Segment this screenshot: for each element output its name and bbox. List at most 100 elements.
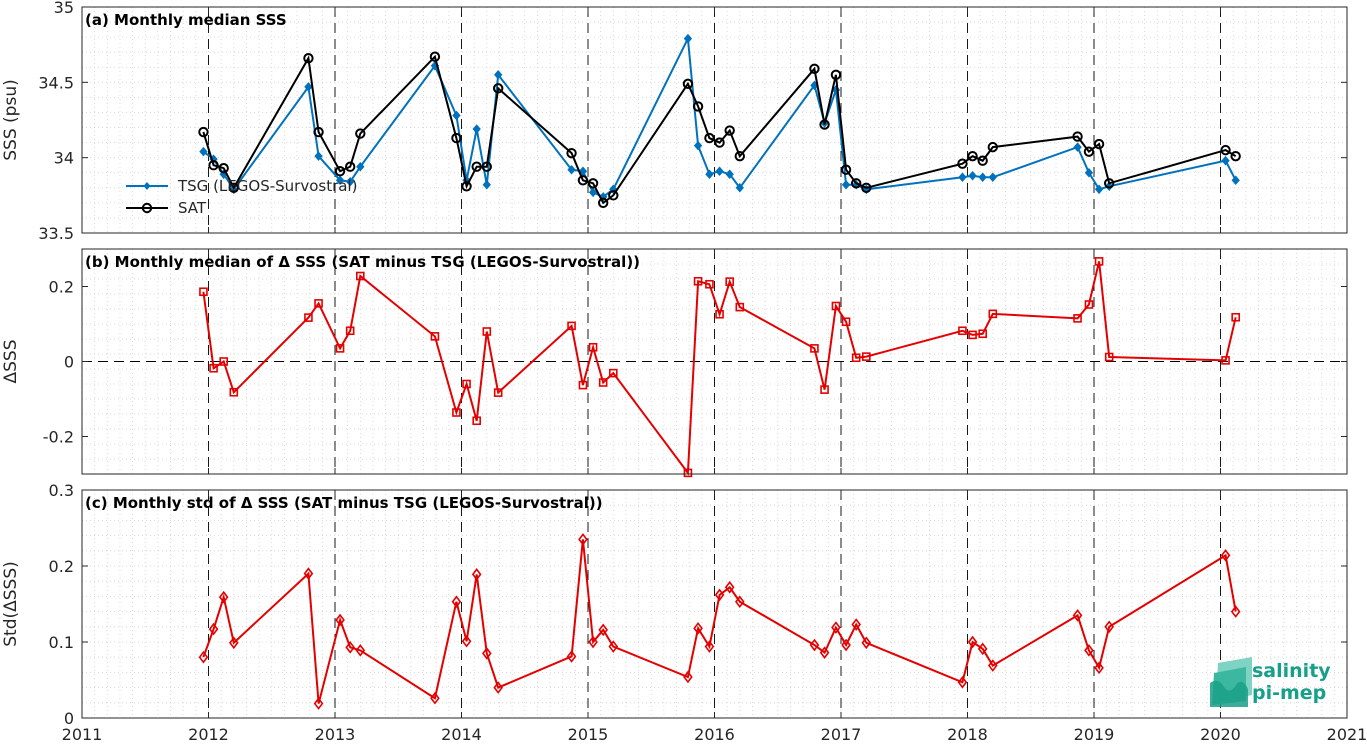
- data-point: [1230, 605, 1241, 618]
- data-point: [958, 326, 967, 336]
- y-tick-label: -0.2: [43, 428, 74, 447]
- data-point: [850, 178, 862, 189]
- data-point: [482, 180, 491, 190]
- data-point: [840, 164, 852, 175]
- data-point: [1084, 300, 1094, 309]
- data-point: [588, 187, 598, 198]
- logo-text-salinity: salinity: [1252, 660, 1331, 682]
- data-point: [472, 124, 481, 134]
- data-point: [704, 640, 715, 653]
- data-point: [208, 160, 219, 171]
- data-point: [430, 332, 440, 341]
- data-point: [209, 363, 218, 373]
- data-point: [218, 163, 229, 174]
- x-tick-label: 2021: [1327, 725, 1367, 744]
- data-point: [861, 636, 872, 650]
- data-point: [968, 170, 977, 181]
- data-point: [1084, 644, 1094, 657]
- data-point: [683, 670, 693, 684]
- data-point: [809, 63, 820, 74]
- data-point: [199, 287, 208, 297]
- data-point: [967, 150, 978, 162]
- data-point: [356, 161, 365, 172]
- y-tick-label: 0.2: [49, 557, 74, 576]
- data-point: [1073, 314, 1082, 323]
- data-point: [566, 147, 577, 159]
- y-axis-label: SSS (psu): [1, 79, 21, 160]
- y-tick-label: 34.5: [38, 73, 74, 92]
- series-0: [198, 533, 1241, 710]
- data-point: [1231, 312, 1240, 322]
- data-point: [461, 634, 472, 648]
- data-point: [355, 644, 366, 657]
- y-axis-label: ΔSSS: [1, 339, 21, 383]
- data-point: [967, 635, 978, 649]
- data-point: [1105, 181, 1114, 192]
- data-point: [987, 141, 998, 153]
- data-point: [705, 169, 714, 179]
- data-point: [735, 183, 744, 193]
- data-point: [199, 146, 208, 157]
- data-point: [314, 151, 323, 161]
- data-point: [820, 385, 829, 394]
- data-point: [304, 82, 313, 92]
- data-point: [851, 618, 861, 631]
- data-point: [494, 70, 503, 80]
- data-point: [608, 368, 618, 378]
- data-point: [1072, 131, 1083, 142]
- data-point: [957, 158, 968, 169]
- data-point: [683, 33, 693, 44]
- salinity-pi-mep-logo: salinity pi-mep: [1210, 657, 1331, 707]
- data-point: [598, 623, 608, 637]
- y-tick-label: 34: [54, 149, 74, 168]
- data-point: [566, 650, 577, 663]
- data-point: [461, 181, 472, 192]
- data-point: [345, 640, 355, 654]
- data-point: [588, 635, 598, 649]
- data-point: [219, 357, 228, 366]
- data-point: [957, 675, 968, 689]
- data-point: [704, 132, 715, 144]
- series-0: [199, 33, 1240, 202]
- data-point: [228, 182, 240, 194]
- series-1: [198, 51, 1241, 209]
- data-point: [1094, 661, 1104, 675]
- data-point: [851, 353, 861, 363]
- data-point: [1094, 184, 1104, 195]
- data-point: [831, 301, 841, 311]
- data-point: [346, 177, 355, 187]
- data-point: [1072, 609, 1083, 622]
- y-tick-label: 0.2: [49, 278, 74, 297]
- data-point: [1231, 175, 1240, 186]
- logo-text-pi-mep: pi-mep: [1252, 682, 1326, 704]
- data-point: [714, 137, 725, 148]
- data-point: [314, 299, 323, 308]
- data-point: [578, 533, 588, 546]
- data-point: [692, 101, 704, 112]
- data-point: [481, 647, 492, 660]
- data-point: [304, 313, 313, 322]
- data-point: [313, 126, 324, 138]
- data-point: [734, 595, 745, 609]
- data-point: [715, 166, 724, 176]
- data-point: [725, 277, 734, 286]
- data-point: [1083, 146, 1095, 157]
- data-point: [493, 681, 503, 694]
- data-point: [335, 175, 345, 186]
- data-point: [430, 691, 440, 705]
- data-point: [303, 53, 314, 64]
- data-point: [724, 580, 735, 594]
- data-point: [977, 155, 988, 166]
- panel-title: (c) Monthly std of Δ SSS (SAT minus TSG …: [85, 494, 603, 512]
- data-point: [1073, 142, 1082, 152]
- y-tick-label: 0.3: [49, 481, 74, 500]
- data-point: [482, 327, 492, 336]
- data-point: [724, 125, 735, 136]
- data-point: [683, 468, 693, 478]
- data-point: [228, 636, 239, 650]
- y-tick-label: 35: [54, 0, 74, 17]
- data-point: [597, 197, 609, 209]
- data-point: [831, 621, 841, 634]
- data-point: [198, 126, 209, 138]
